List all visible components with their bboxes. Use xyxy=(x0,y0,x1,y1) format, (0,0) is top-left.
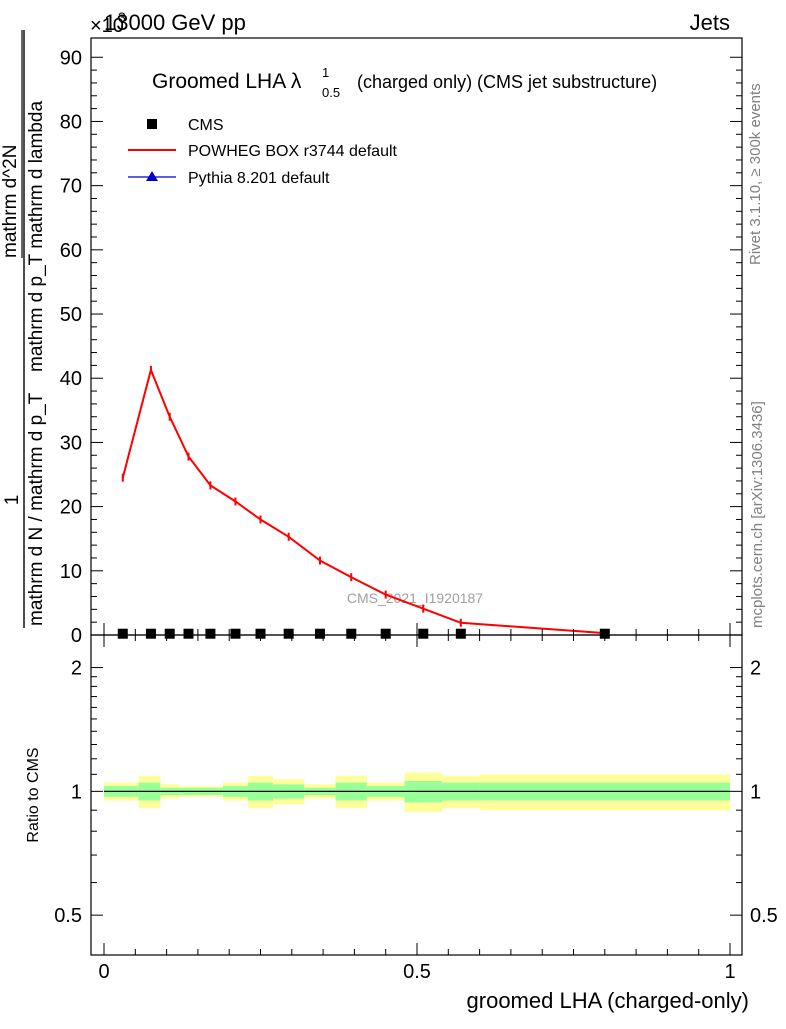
powheg-line xyxy=(121,366,605,635)
main-y-ticks: 0 10 20 30 40 50 60 70 80 90 xyxy=(60,47,742,647)
ratio-plot-area: 0.5 0.5 1 1 2 2 0 0.5 1 Ratio to CMS groomed LHA… xyxy=(25,623,778,1013)
ylabel-frac-denom: mathrm d p_T mathrm d lambda xyxy=(26,101,47,372)
x-tick-label: 1 xyxy=(724,961,735,983)
x-tick-label: 0.5 xyxy=(403,961,431,983)
cms-point xyxy=(205,628,216,639)
chart-title: Groomed LHA λ 1 0.5 (charged only) (CMS … xyxy=(152,65,657,100)
legend-pythia-marker xyxy=(146,171,158,181)
x-axis-label: groomed LHA (charged-only) xyxy=(467,988,749,1013)
cms-point xyxy=(230,628,241,639)
ratio-ticks: 0.5 0.5 1 1 2 2 0 0.5 1 xyxy=(54,623,778,983)
ratio-y-tick-label: 1 xyxy=(71,781,82,803)
mcplots-label: mcplots.cern.ch [arXiv:1306.3436] xyxy=(749,401,766,628)
cms-point xyxy=(346,628,357,639)
x-tick-label: 0 xyxy=(98,961,109,983)
ratio-y-tick-label: 2 xyxy=(71,658,82,680)
header-right-label: Jets xyxy=(690,10,730,35)
ratio-bands xyxy=(104,772,730,813)
main-y-tick-label: 40 xyxy=(60,368,82,390)
main-y-tick-label: 30 xyxy=(60,432,82,454)
legend: CMS POWHEG BOX r3744 default Pythia 8.20… xyxy=(128,117,398,187)
legend-cms-label: CMS xyxy=(188,117,224,134)
legend-cms-marker xyxy=(147,119,157,129)
watermark: CMS_2021_I1920187 xyxy=(347,590,483,606)
cms-point xyxy=(164,628,175,639)
main-y-tick-label: 90 xyxy=(60,47,82,69)
title-sup: 1 xyxy=(322,65,329,80)
cms-point xyxy=(283,628,294,639)
legend-powheg-label: POWHEG BOX r3744 default xyxy=(188,143,398,160)
ratio-y-axis-label: Ratio to CMS xyxy=(25,747,42,842)
title-main: Groomed LHA λ xyxy=(152,70,302,93)
main-y-tick-label: 0 xyxy=(71,625,82,647)
y-multiplier-base: ×10 xyxy=(90,15,124,37)
ylabel-numer: 1 xyxy=(2,495,23,506)
legend-pythia-label: Pythia 8.201 default xyxy=(188,170,330,187)
header-left-label: 13000 GeV pp xyxy=(104,10,246,35)
ratio-y-tick-label-right: 0.5 xyxy=(750,905,778,927)
main-y-axis-label: 1 mathrm d N / mathrm d p_T mathrm d^2N … xyxy=(0,30,47,628)
main-plot-area: 0 10 20 30 40 50 60 70 80 90 CMS_2021_I1920187 Gr… xyxy=(60,37,743,647)
cms-point xyxy=(418,628,429,639)
title-sub: 0.5 xyxy=(322,85,340,100)
main-y-tick-label: 60 xyxy=(60,240,82,262)
ylabel-frac-numer: mathrm d^2N xyxy=(0,145,21,258)
main-y-tick-label: 50 xyxy=(60,304,82,326)
ratio-y-tick-label: 0.5 xyxy=(54,905,82,927)
cms-point xyxy=(117,628,128,639)
rivet-label: Rivet 3.1.10, ≥ 300k events xyxy=(747,83,764,265)
title-rest: (charged only) (CMS jet substructure) xyxy=(357,72,657,92)
cms-point xyxy=(455,628,466,639)
ratio-y-tick-label-right: 2 xyxy=(750,658,761,680)
y-multiplier: ×10 3 xyxy=(90,9,126,37)
cms-point xyxy=(145,628,156,639)
cms-point xyxy=(183,628,194,639)
ratio-y-tick-label-right: 1 xyxy=(750,781,761,803)
main-y-tick-label: 20 xyxy=(60,497,82,519)
y-multiplier-exponent: 3 xyxy=(118,9,126,25)
main-y-tick-label: 10 xyxy=(60,561,82,583)
cms-point xyxy=(314,628,325,639)
main-y-tick-label: 80 xyxy=(60,111,82,133)
main-y-tick-label: 70 xyxy=(60,176,82,198)
ylabel-denom: mathrm d N / mathrm d p_T xyxy=(26,392,47,626)
